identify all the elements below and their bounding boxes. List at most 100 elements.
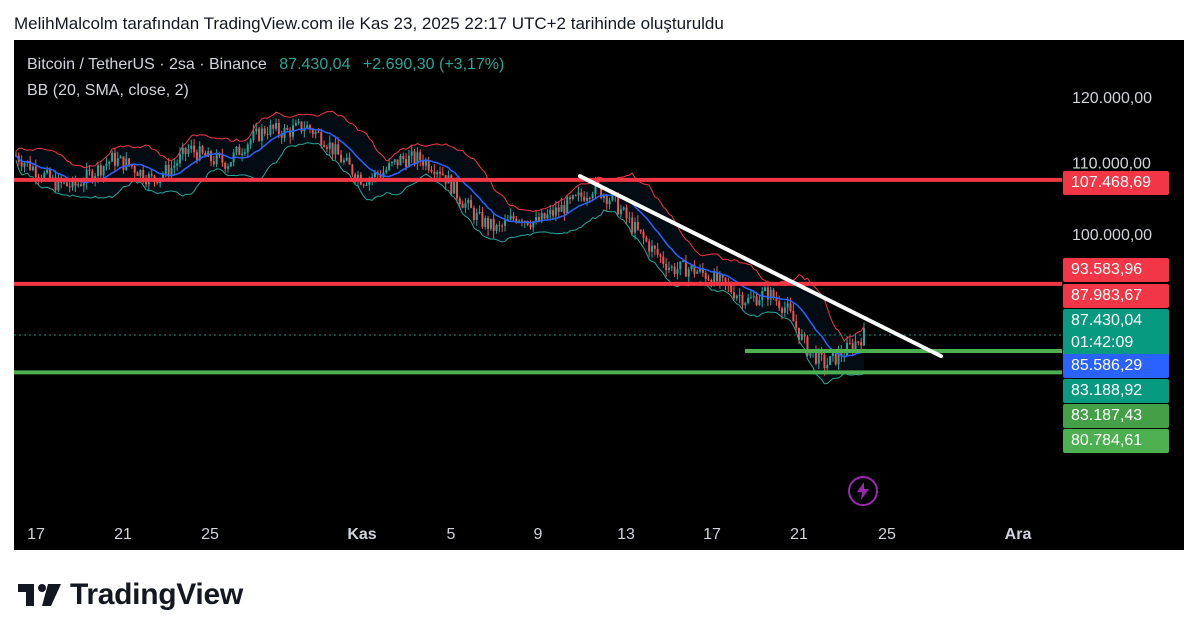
candle-body (617, 195, 620, 215)
candle-body (622, 207, 625, 210)
candle-body (241, 153, 244, 156)
candle-body (96, 165, 99, 176)
price-chart[interactable]: 120.000,00110.000,00100.000,0060.000,00 … (14, 40, 1184, 550)
candle-body (108, 161, 111, 164)
time-axis: 17 21 25 Kas 5 9 13 17 21 25 Ara (27, 526, 1031, 543)
candle-body (68, 186, 71, 188)
x-tick-label: Kas (347, 526, 376, 543)
candle-body (385, 169, 388, 173)
candle-body (150, 174, 153, 176)
x-tick-label: 21 (790, 526, 808, 543)
candle-body (396, 159, 399, 166)
candle-body (436, 171, 439, 175)
candle-body (122, 156, 125, 170)
candle-body (246, 144, 249, 153)
candle-body (574, 195, 577, 197)
symbol-name[interactable]: Bitcoin / TetherUS · 2sa · Binance (27, 56, 267, 73)
candle-body (701, 268, 704, 273)
price-label-value: 107.468,69 (1071, 174, 1152, 191)
candle-body (29, 160, 32, 170)
candle-body (498, 225, 501, 227)
candle-body (732, 292, 735, 299)
price-axis-label: 93.583,96 (1063, 258, 1169, 282)
candle-body (817, 350, 820, 364)
candle-body (800, 334, 803, 340)
price-label-value: 83.187,43 (1071, 407, 1143, 424)
candle-body (215, 153, 218, 165)
candle-body (775, 298, 778, 302)
candle-body (605, 195, 608, 205)
candle-body (439, 171, 441, 174)
candle-body (184, 147, 187, 154)
candle-body (738, 294, 741, 296)
y-tick-label: 110.000,00 (1072, 155, 1151, 172)
candle-body (809, 350, 812, 356)
candle-body (337, 144, 340, 155)
candle-body (546, 214, 549, 219)
candle-body (280, 133, 283, 138)
candle-body (80, 184, 83, 186)
candle-body (388, 163, 391, 170)
candle-body (224, 162, 227, 169)
candle-body (173, 165, 176, 168)
candle-body (20, 161, 23, 167)
candle-body (696, 271, 699, 274)
candle-body (645, 237, 648, 242)
candle-body (243, 152, 246, 154)
candle-body (390, 161, 393, 164)
candle-body (128, 158, 131, 165)
bollinger-band-fill (16, 111, 864, 384)
trendline (578, 174, 943, 359)
candle-body (311, 129, 314, 135)
candle-body (399, 155, 402, 166)
candle-body (354, 174, 357, 181)
candle-body (786, 303, 789, 308)
candle-body (478, 212, 481, 214)
candle-body (371, 176, 374, 179)
lightning-icon[interactable] (848, 476, 878, 506)
indicator-legend[interactable]: BB (20, SMA, close, 2) (27, 82, 189, 99)
candle-body (212, 161, 215, 165)
candle-body (560, 205, 563, 212)
candle-body (176, 163, 179, 166)
candle-body (687, 269, 690, 277)
price-change: +2.690,30 (+3,17%) (362, 56, 505, 73)
candle-body (795, 321, 798, 328)
candle-body (130, 164, 133, 167)
candle-body (588, 198, 591, 200)
x-tick-label: 25 (201, 526, 219, 543)
candle-body (716, 271, 719, 282)
candle-body (670, 266, 673, 268)
bb-basis-line (15, 127, 865, 358)
candle-body (31, 166, 34, 170)
candle-body (373, 172, 376, 177)
bollinger-fill (16, 111, 864, 384)
candle-body (642, 231, 645, 238)
candle-body (461, 204, 464, 208)
candle-body (653, 245, 656, 249)
price-axis-label: 107.468,69 (1063, 171, 1169, 195)
chart-panel[interactable] (14, 40, 1184, 550)
candle-body (730, 285, 733, 293)
x-tick-label: 25 (878, 526, 896, 543)
candle-body (481, 212, 484, 227)
candle-body (357, 174, 360, 181)
candle-body (379, 174, 382, 178)
candle-body (648, 241, 651, 252)
candle-body (275, 123, 278, 129)
candle-body (167, 164, 170, 177)
candle-body (348, 157, 351, 165)
candle-body (178, 154, 181, 164)
candle-body (334, 144, 337, 155)
candle-body (255, 128, 258, 132)
candle-body (229, 162, 232, 167)
candle-body (190, 145, 193, 150)
candle-body (393, 159, 396, 162)
x-tick-label: 21 (114, 526, 132, 543)
symbol-legend[interactable]: Bitcoin / TetherUS · 2sa · Binance 87.43… (27, 56, 504, 74)
candle-body (594, 181, 597, 195)
candle-body (504, 220, 507, 226)
candle-body (752, 296, 755, 298)
candle-body (783, 307, 786, 313)
price-axis-label: 80.784,61 (1063, 429, 1169, 453)
